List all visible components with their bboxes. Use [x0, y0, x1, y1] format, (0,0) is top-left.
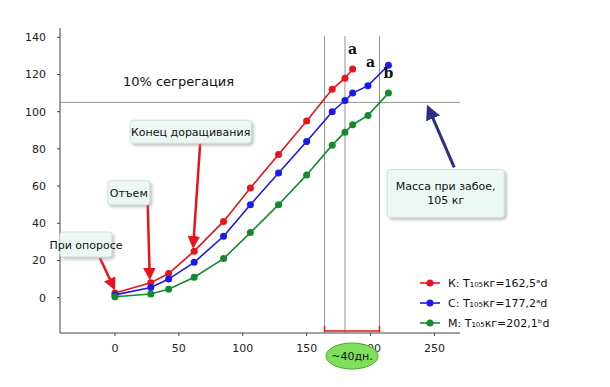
y-tick — [57, 37, 60, 38]
callout-line: При опоросе — [49, 239, 122, 252]
x-tick-label: 0 — [111, 342, 118, 355]
x-tick-label: 100 — [232, 342, 253, 355]
callout-box — [108, 181, 150, 205]
x-tick — [370, 333, 371, 336]
callout-text: Масса при забое,105 кг — [396, 180, 496, 207]
series-point — [303, 171, 310, 178]
series-line — [115, 93, 388, 297]
span-label: ~40дн. — [331, 350, 373, 363]
span-badge — [326, 343, 378, 369]
series-line — [115, 69, 353, 293]
x-tick — [114, 333, 115, 336]
series-point — [247, 201, 254, 208]
y-tick-label: 140 — [25, 31, 46, 44]
y-tick-label: 0 — [39, 292, 46, 305]
x-tick-label: 250 — [424, 342, 445, 355]
series-point — [220, 255, 227, 262]
callout-box — [387, 169, 504, 217]
legend-label: М: T₁₀₅кг=202,1ᵇd — [448, 317, 549, 330]
series-point — [349, 121, 356, 128]
vertical-line — [379, 36, 380, 333]
y-tick-label: 60 — [32, 180, 46, 193]
y-tick — [57, 74, 60, 75]
span-bracket — [325, 326, 380, 331]
y-tick — [57, 260, 60, 261]
callout-line: Конец доращивания — [131, 126, 250, 139]
threshold-line — [60, 102, 460, 103]
series-point — [275, 151, 282, 158]
x-tick — [306, 333, 307, 336]
y-tick — [57, 223, 60, 224]
series-point — [247, 229, 254, 236]
series-point — [191, 259, 198, 266]
series-point — [329, 142, 336, 149]
plot-area — [111, 62, 391, 301]
series-point — [147, 290, 154, 297]
callout-arrow — [428, 107, 454, 167]
x-tick — [178, 333, 179, 336]
callout-text: Отъем — [110, 187, 148, 200]
callout-text: При опоросе — [49, 239, 122, 252]
series-point — [165, 276, 172, 283]
legend-label: К: T₁₀₅кг=162,5ᵃd — [448, 277, 547, 290]
legend-marker — [427, 320, 434, 327]
x-tick-label: 150 — [296, 342, 317, 355]
series-point — [147, 284, 154, 291]
series-point — [385, 90, 392, 97]
series-point — [275, 201, 282, 208]
callout-text: Конец доращивания — [131, 126, 250, 139]
series-point — [341, 97, 348, 104]
series-point — [275, 170, 282, 177]
series-point — [165, 286, 172, 293]
callout-arrow — [193, 143, 200, 246]
callout-line: Масса при забое, — [396, 180, 496, 193]
series-point — [341, 129, 348, 136]
chart-root: 02040608010012014005010015020025010% сег… — [0, 0, 610, 387]
series-point — [247, 184, 254, 191]
callout-box — [130, 120, 251, 143]
y-tick — [57, 148, 60, 149]
point-label: a — [348, 41, 357, 57]
series-point — [111, 293, 118, 300]
callout-arrow — [148, 205, 150, 278]
x-tick — [242, 333, 243, 336]
point-label: b — [384, 65, 394, 81]
series-point — [220, 218, 227, 225]
y-tick — [57, 297, 60, 298]
legend-label: С: T₁₀₅кг=177,2ᵃd — [448, 297, 547, 310]
y-tick — [57, 111, 60, 112]
threshold-label: 10% сегрегация — [123, 74, 234, 89]
series-point — [341, 75, 348, 82]
y-tick — [57, 186, 60, 187]
y-tick-label: 120 — [25, 68, 46, 81]
series-line — [115, 65, 388, 295]
y-tick-label: 40 — [32, 217, 46, 230]
callout-line: Отъем — [110, 187, 148, 200]
series-point — [329, 108, 336, 115]
chart-svg: 02040608010012014005010015020025010% сег… — [0, 0, 610, 387]
legend-marker — [427, 280, 434, 287]
series-point — [349, 90, 356, 97]
y-tick-label: 80 — [32, 143, 46, 156]
series-point — [191, 274, 198, 281]
y-axis-line — [60, 28, 61, 333]
legend-marker — [427, 300, 434, 307]
series-point — [364, 82, 371, 89]
x-tick — [434, 333, 435, 336]
x-tick-label: 50 — [172, 342, 186, 355]
series-point — [349, 65, 356, 72]
callout-line: 105 кг — [427, 194, 464, 207]
series-point — [191, 248, 198, 255]
series-point — [364, 112, 371, 119]
callout-arrow — [100, 258, 114, 288]
series-point — [303, 138, 310, 145]
vertical-line — [324, 36, 325, 333]
y-tick-label: 100 — [25, 106, 46, 119]
point-label: a — [366, 54, 375, 70]
y-tick-label: 20 — [32, 254, 46, 267]
series-point — [220, 233, 227, 240]
series-point — [303, 117, 310, 124]
series-point — [329, 86, 336, 93]
x-axis-line — [60, 333, 460, 334]
